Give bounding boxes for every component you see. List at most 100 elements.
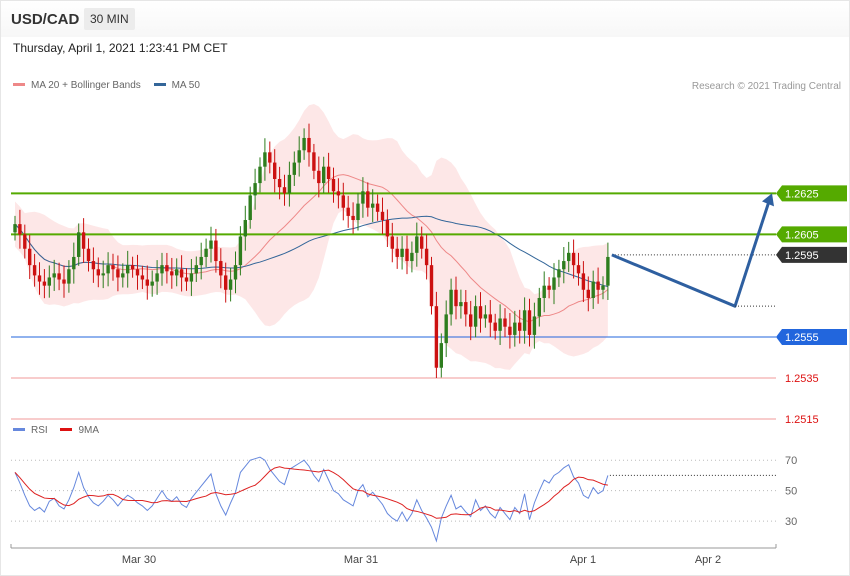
- candle-body: [581, 273, 586, 290]
- candle-body: [96, 269, 100, 276]
- candle-body: [385, 220, 390, 237]
- candle-body: [135, 269, 140, 276]
- candle-body: [307, 137, 311, 153]
- copyright-notice: Research © 2021 Trading Central: [691, 81, 841, 92]
- price-legend: MA 20 + Bollinger Bands MA 50: [13, 80, 200, 91]
- level-label: 1.2595: [785, 250, 819, 262]
- candle-body: [228, 279, 233, 290]
- candle-body: [478, 306, 483, 319]
- candle-body: [341, 195, 345, 208]
- candle-body: [199, 256, 203, 266]
- candle-body: [415, 236, 419, 253]
- candle-body: [263, 152, 267, 167]
- candle-body: [420, 236, 424, 249]
- candle-body: [111, 265, 115, 270]
- candle-body: [32, 265, 37, 276]
- rsi-legend-label: RSI: [31, 425, 48, 436]
- candle-body: [224, 275, 228, 290]
- candle-body: [67, 269, 71, 284]
- candle-body: [233, 265, 238, 280]
- candle-body: [258, 166, 262, 184]
- level-label: 1.2515: [785, 414, 819, 426]
- candle-body: [145, 279, 149, 286]
- candle-body: [214, 240, 218, 262]
- candle-body: [522, 310, 527, 331]
- timeframe-selector[interactable]: 30 MIN: [84, 8, 135, 30]
- x-tick-label: Mar 31: [344, 554, 378, 566]
- candle-body: [106, 265, 110, 274]
- candle-body: [400, 248, 404, 257]
- candle-body: [126, 265, 130, 274]
- level-label: 1.2625: [785, 188, 819, 200]
- level-tag: [776, 185, 847, 202]
- candle-body: [518, 322, 522, 331]
- projection-arrow: [611, 200, 771, 308]
- candle-body: [243, 220, 247, 237]
- rsi-line: [14, 456, 609, 543]
- candle-body: [356, 203, 360, 221]
- candle-body: [483, 314, 488, 319]
- candle-body: [439, 343, 443, 368]
- candle-body: [277, 178, 282, 188]
- candle-body: [273, 162, 277, 179]
- candle-body: [527, 310, 532, 335]
- candle-body: [209, 240, 213, 249]
- candle-body: [429, 265, 434, 307]
- candle-body: [312, 152, 316, 171]
- candle-body: [52, 273, 56, 278]
- candle-body: [160, 265, 164, 274]
- candle-body: [140, 275, 145, 280]
- candle-body: [150, 281, 154, 286]
- symbol-title: USD/CAD: [11, 11, 80, 28]
- chart-datetime: Thursday, April 1, 2021 1:23:41 PM CET: [13, 41, 228, 55]
- candle-body: [513, 322, 517, 335]
- candle-body: [567, 252, 571, 262]
- rsi-ma-legend-label: 9MA: [78, 425, 100, 436]
- candle-body: [42, 281, 47, 286]
- candle-body: [282, 187, 287, 194]
- candle-body: [331, 178, 336, 192]
- rsi-ma-legend-swatch: [60, 427, 73, 431]
- candle-body: [380, 211, 385, 221]
- candle-body: [601, 285, 605, 290]
- candle-body: [292, 162, 296, 175]
- candle-body: [121, 273, 125, 278]
- rsi-legend: RSI 9MA: [13, 425, 99, 436]
- candle-body: [297, 150, 301, 163]
- level-tag: [776, 246, 847, 263]
- candle-body: [253, 183, 257, 196]
- candle-body: [498, 318, 502, 331]
- candle-body: [219, 261, 223, 276]
- level-tag: [776, 328, 847, 345]
- chart-header: USD/CAD 30 MIN: [1, 1, 849, 37]
- x-tick-label: Apr 1: [570, 554, 596, 566]
- candle-body: [537, 297, 541, 317]
- candle-body: [72, 256, 76, 270]
- level-label: 1.2555: [785, 332, 819, 344]
- candle-body: [326, 166, 331, 179]
- candle-body: [351, 215, 355, 221]
- ma50-legend-swatch: [153, 82, 166, 86]
- candle-body: [47, 277, 51, 286]
- candle-body: [424, 248, 429, 266]
- candle-body: [302, 137, 306, 151]
- candle-body: [395, 248, 399, 257]
- candle-body: [508, 326, 512, 335]
- candle-body: [23, 234, 27, 249]
- candle-body: [346, 207, 350, 216]
- candle-body: [469, 314, 473, 327]
- level-label: 1.2535: [785, 373, 819, 385]
- candle-body: [444, 314, 448, 344]
- candle-body: [57, 273, 61, 280]
- candle-body: [18, 224, 22, 235]
- candle-body: [459, 302, 463, 307]
- candle-body: [586, 289, 590, 298]
- rsi-ma-line: [14, 466, 608, 519]
- candle-body: [116, 269, 120, 278]
- rsi-legend-swatch: [13, 427, 25, 431]
- candle-body: [287, 174, 292, 194]
- ma50-line: [14, 215, 609, 288]
- ma20-legend-label: MA 20 + Bollinger Bands: [31, 80, 141, 91]
- projection-arrowhead: [762, 193, 774, 207]
- candle-body: [473, 306, 478, 327]
